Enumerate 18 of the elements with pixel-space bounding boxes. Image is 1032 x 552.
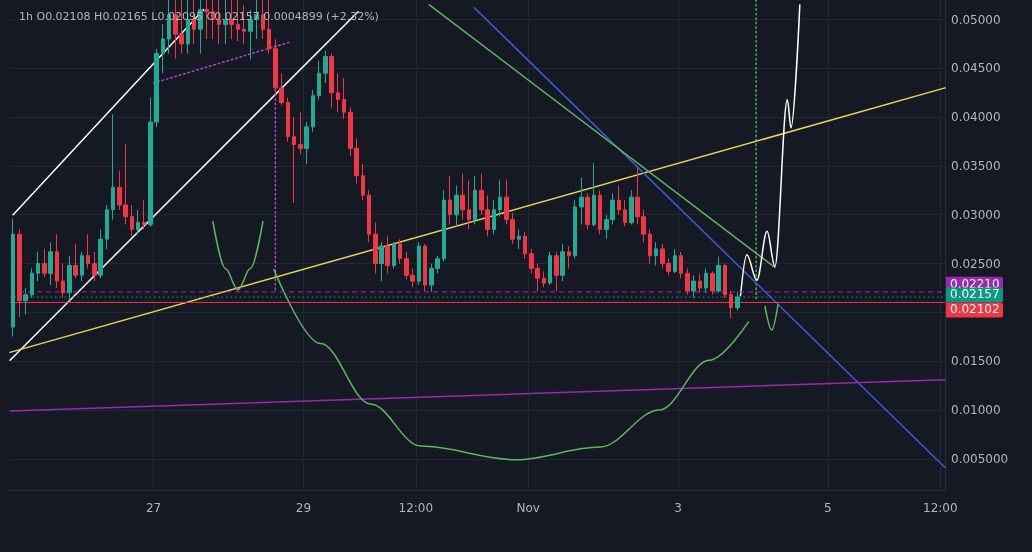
x-tick-label: 12:00 xyxy=(923,501,958,515)
y-tick-label: 0.01500 xyxy=(951,354,1001,369)
y-tick-label: 0.04500 xyxy=(951,61,1001,76)
y-tick-label: 0.04000 xyxy=(951,110,1001,125)
x-tick-label: 5 xyxy=(824,501,832,515)
x-tick-label: Nov xyxy=(516,501,540,515)
x-tick-label: 12:00 xyxy=(398,501,434,515)
y-tick-label: 0.03000 xyxy=(951,207,1001,222)
y-tick-label: 0.05000 xyxy=(951,12,1001,27)
x-tick-label: 3 xyxy=(674,501,682,515)
y-tick-label: 0.005000 xyxy=(951,451,1009,466)
y-tick-label: 0.03500 xyxy=(951,158,1001,173)
ref-line-label: 0.02102 xyxy=(950,302,1000,317)
x-tick-label: 29 xyxy=(295,501,312,515)
ref-line-label: 0.02157 xyxy=(950,287,1000,302)
y-tick-label: 0.01000 xyxy=(951,402,1001,417)
x-tick-label: 27 xyxy=(145,501,162,515)
y-tick-label: 0.02500 xyxy=(951,256,1001,271)
